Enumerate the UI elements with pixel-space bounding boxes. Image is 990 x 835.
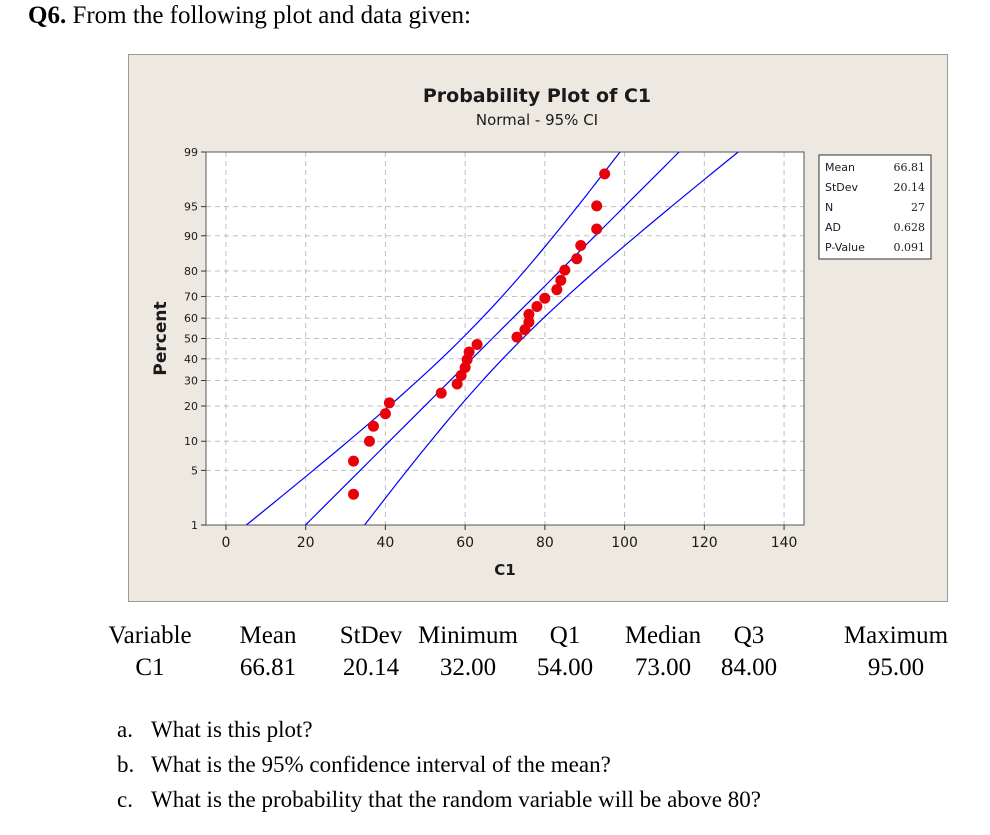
data-point bbox=[571, 253, 583, 265]
data-point bbox=[551, 284, 563, 296]
data-point bbox=[348, 488, 360, 500]
x-tick-label: 120 bbox=[691, 535, 718, 551]
question-item-label: a. bbox=[117, 717, 133, 742]
data-point bbox=[523, 308, 535, 320]
y-tick-label: 40 bbox=[184, 353, 198, 366]
summary-value: 32.00 bbox=[439, 654, 497, 681]
summary-header: Median bbox=[624, 622, 702, 649]
data-point bbox=[599, 168, 611, 180]
y-axis-label: Percent bbox=[151, 301, 171, 375]
y-tick-label: 95 bbox=[184, 201, 198, 214]
fit-line bbox=[304, 152, 680, 525]
data-point bbox=[511, 331, 523, 343]
summary-value: 54.00 bbox=[536, 654, 594, 681]
summary-value: 66.81 bbox=[239, 654, 297, 681]
ci-lower-line bbox=[363, 152, 740, 525]
summary-value: 95.00 bbox=[867, 654, 925, 681]
stats-label: AD bbox=[825, 221, 841, 234]
data-point bbox=[523, 316, 535, 328]
data-point bbox=[435, 387, 447, 399]
ci-upper-line bbox=[245, 152, 621, 525]
probability-plot-svg: Probability Plot of C1 Normal - 95% CI 0 20… bbox=[151, 85, 932, 579]
stats-value: 20.14 bbox=[894, 181, 926, 194]
data-point bbox=[555, 274, 567, 286]
x-tick-label: 0 bbox=[221, 535, 230, 551]
data-point bbox=[348, 455, 360, 467]
data-point bbox=[591, 223, 603, 235]
data-point bbox=[575, 239, 587, 251]
question-text: From the following plot and data given: bbox=[72, 2, 472, 29]
y-tick-label: 1 bbox=[191, 519, 198, 532]
y-tick-label: 10 bbox=[184, 435, 198, 448]
stats-label: StDev bbox=[825, 181, 859, 194]
probability-plot: Probability Plot of C1 Normal - 95% CI 0 20… bbox=[128, 54, 948, 602]
data-point bbox=[463, 346, 475, 358]
stats-label: P-Value bbox=[825, 241, 865, 254]
question-item: a. What is this plot? bbox=[117, 712, 761, 747]
y-tick-label: 99 bbox=[184, 146, 198, 159]
chart-subtitle: Normal - 95% CI bbox=[476, 111, 598, 129]
data-point bbox=[531, 301, 543, 313]
y-tick-label: 5 bbox=[191, 464, 198, 477]
question-item-text: What is the 95% confidence interval of t… bbox=[151, 752, 611, 777]
question-item-label: b. bbox=[117, 752, 135, 777]
fit-lines-group bbox=[245, 152, 740, 525]
summary-header: Mean bbox=[239, 622, 297, 649]
x-tick-label: 80 bbox=[536, 535, 554, 551]
stats-label: Mean bbox=[825, 161, 855, 174]
y-tick-label: 90 bbox=[184, 230, 198, 243]
question-heading: Q6. From the following plot and data giv… bbox=[28, 2, 471, 30]
summary-header: Q3 bbox=[733, 622, 765, 649]
question-item: c. What is the probability that the rando… bbox=[117, 782, 761, 817]
summary-header: StDev bbox=[339, 622, 403, 649]
data-point bbox=[379, 408, 391, 420]
data-point bbox=[451, 378, 463, 390]
stats-label: N bbox=[825, 201, 833, 214]
y-tick-label: 20 bbox=[184, 400, 198, 413]
question-item-text: What is the probability that the random … bbox=[151, 787, 761, 812]
chart-title: Probability Plot of C1 bbox=[423, 85, 651, 107]
summary-header: Minimum bbox=[417, 622, 518, 649]
stats-value: 27 bbox=[911, 201, 925, 214]
y-tick-label: 80 bbox=[184, 265, 198, 278]
data-point bbox=[591, 200, 603, 212]
question-list: a. What is this plot? b. What is the 95% co… bbox=[117, 712, 761, 817]
data-point bbox=[539, 292, 551, 304]
summary-value: 73.00 bbox=[634, 654, 692, 681]
x-tick-label: 140 bbox=[771, 535, 798, 551]
summary-header: Maximum bbox=[843, 622, 949, 649]
y-tick-label: 50 bbox=[184, 333, 198, 346]
x-tick-label: 60 bbox=[456, 535, 474, 551]
question-number: Q6. bbox=[28, 2, 67, 29]
y-tick-label: 60 bbox=[184, 312, 198, 325]
question-item: b. What is the 95% confidence interval of… bbox=[117, 747, 761, 782]
question-item-text: What is this plot? bbox=[151, 717, 313, 742]
stats-value: 0.628 bbox=[894, 221, 926, 234]
x-tick-label: 20 bbox=[297, 535, 315, 551]
data-point bbox=[367, 420, 379, 432]
stats-value: 66.81 bbox=[894, 161, 926, 174]
x-tick-label: 100 bbox=[611, 535, 638, 551]
data-point bbox=[559, 264, 571, 276]
stats-value: 0.091 bbox=[894, 241, 926, 254]
summary-header: Q1 bbox=[549, 622, 581, 649]
question-item-label: c. bbox=[117, 787, 133, 812]
data-point bbox=[363, 435, 375, 447]
y-tick-label: 70 bbox=[184, 290, 198, 303]
summary-header: Variable bbox=[108, 622, 192, 649]
stats-box bbox=[818, 154, 932, 260]
summary-value: C1 bbox=[135, 654, 165, 681]
summary-value: 84.00 bbox=[720, 654, 778, 681]
summary-value: 20.14 bbox=[342, 654, 400, 681]
x-tick-label: 40 bbox=[376, 535, 394, 551]
data-point bbox=[471, 339, 483, 351]
data-point bbox=[383, 397, 395, 409]
y-tick-label: 30 bbox=[184, 375, 198, 388]
x-axis-label: C1 bbox=[494, 561, 515, 579]
